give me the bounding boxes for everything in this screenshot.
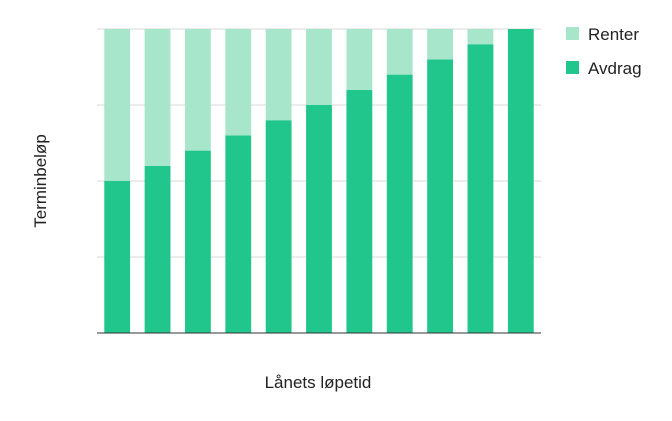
bar-renter-9: [427, 29, 453, 60]
bar-avdrag-3: [184, 150, 211, 333]
bar-renter-10: [467, 29, 494, 45]
bar-avdrag-11: [507, 29, 534, 333]
bar-renter-1: [104, 29, 131, 181]
bar-avdrag-6: [306, 105, 332, 333]
legend-label-avdrag: Avdrag: [588, 59, 642, 78]
legend-swatch-renter: [566, 27, 579, 40]
bar-avdrag-7: [346, 89, 373, 333]
bars: [104, 29, 534, 334]
legend-label-renter: Renter: [588, 25, 639, 44]
bar-avdrag-9: [427, 59, 453, 334]
bar-renter-7: [346, 29, 373, 90]
bar-avdrag-1: [104, 181, 131, 333]
bar-renter-8: [386, 29, 413, 75]
legend-swatch-avdrag: [566, 61, 579, 74]
bar-avdrag-4: [225, 135, 252, 333]
bar-renter-5: [265, 29, 292, 121]
bar-renter-4: [225, 29, 252, 136]
bar-renter-6: [306, 29, 332, 105]
bar-avdrag-8: [386, 74, 413, 333]
bar-avdrag-5: [265, 120, 292, 333]
y-axis-label: Terminbeløp: [31, 134, 50, 228]
bar-renter-3: [184, 29, 211, 151]
bar-avdrag-10: [467, 44, 494, 333]
bar-avdrag-2: [144, 165, 171, 333]
x-axis-label: Lånets løpetid: [265, 373, 372, 392]
bar-renter-2: [144, 29, 171, 166]
legend: Renter Avdrag: [566, 25, 642, 78]
